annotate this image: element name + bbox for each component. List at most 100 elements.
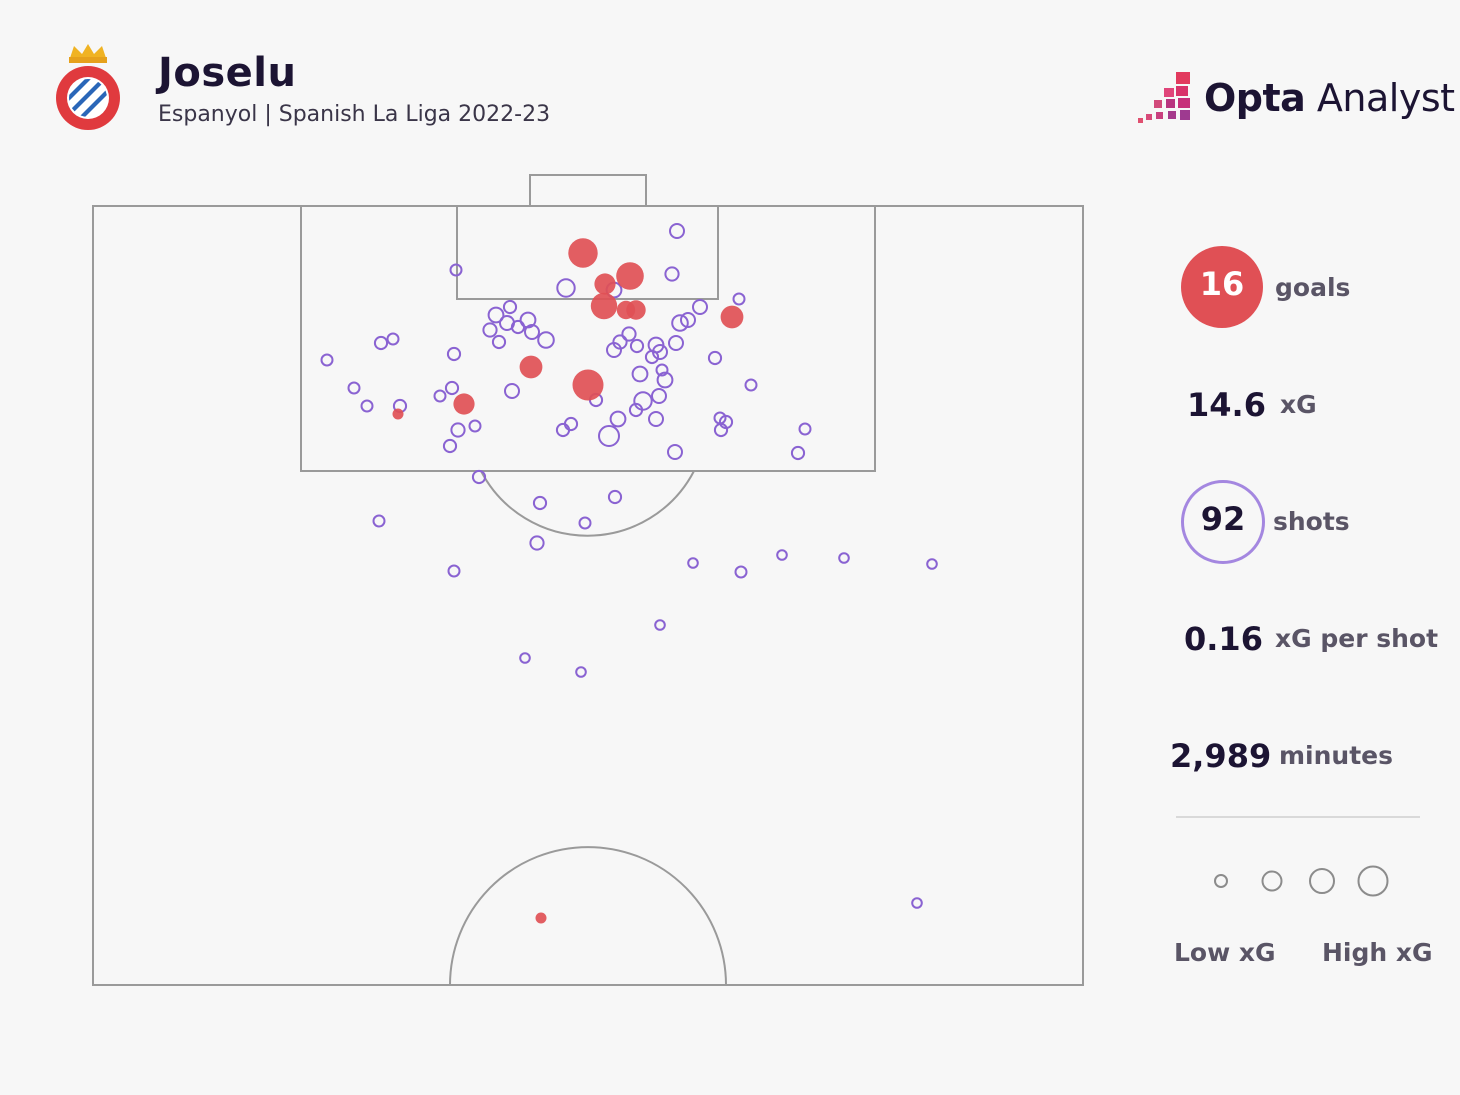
shot-point-65 [776, 549, 788, 561]
shot-point-36 [433, 389, 447, 403]
shot-point-30 [320, 353, 334, 367]
shot-point-29 [707, 350, 723, 366]
shot-map [92, 174, 1084, 986]
goal-point-6 [720, 305, 744, 329]
shot-point-66 [838, 552, 850, 564]
chart-subtitle: Espanyol | Spanish La Liga 2022-23 [158, 102, 551, 127]
shot-point-51 [555, 422, 571, 438]
shots-label: shots [1273, 507, 1350, 536]
shot-point-1 [449, 263, 463, 277]
minutes-value: 2,989 [1170, 737, 1272, 775]
goal-point-10 [392, 408, 404, 420]
goal-point-11 [535, 912, 547, 924]
shot-point-62 [372, 514, 386, 528]
shot-point-72 [519, 652, 531, 664]
shot-point-3 [556, 278, 576, 298]
shot-point-64 [529, 535, 545, 551]
shot-point-42 [360, 399, 374, 413]
center-circle [449, 846, 727, 986]
shot-point-6 [692, 299, 708, 315]
minutes-label: minutes [1279, 741, 1394, 770]
opta-analyst-logo: Opta Analyst [1136, 68, 1455, 132]
shot-point-26 [373, 335, 389, 351]
shot-point-16 [537, 331, 555, 349]
shot-point-52 [713, 422, 729, 438]
shot-point-49 [468, 419, 482, 433]
espanyol-crest-icon [56, 44, 120, 130]
legend-circle-xs [1214, 874, 1228, 888]
brand-bold: Opta [1204, 76, 1306, 120]
player-name: Joselu [158, 50, 297, 96]
legend-circle-s [1261, 870, 1283, 892]
shot-point-44 [628, 402, 644, 418]
legend-high-xg: High xG [1322, 938, 1433, 967]
divider [1176, 816, 1420, 818]
shot-point-61 [532, 495, 548, 511]
shot-point-17 [621, 326, 637, 342]
shot-point-69 [447, 564, 461, 578]
goal-point-2 [594, 273, 616, 295]
shot-point-46 [609, 410, 627, 428]
opta-bars-icon [1138, 72, 1190, 123]
shots-value: 92 [1200, 500, 1246, 538]
shot-point-68 [926, 558, 938, 570]
shot-point-60 [607, 489, 623, 505]
goals-value: 16 [1199, 265, 1245, 303]
shot-point-38 [744, 378, 758, 392]
shot-point-24 [644, 349, 660, 365]
goal-point-3 [590, 292, 618, 320]
goal-point-8 [572, 369, 604, 401]
shot-point-27 [386, 332, 400, 346]
shot-point-13 [510, 319, 526, 335]
shot-point-41 [633, 391, 653, 411]
brand-light: Analyst [1316, 76, 1455, 120]
goal-point-1 [616, 262, 644, 290]
xg-per-shot-label: xG per shot [1275, 624, 1439, 653]
shot-point-70 [734, 565, 748, 579]
shot-point-57 [667, 444, 683, 460]
shot-point-2 [664, 266, 680, 282]
xg-per-shot-value: 0.16 [1184, 620, 1263, 658]
goal [529, 174, 647, 207]
shots-badge [1181, 480, 1265, 564]
shot-point-54 [450, 422, 466, 438]
goal-point-0 [568, 238, 598, 268]
legend-circle-l [1357, 865, 1389, 897]
shots-layer [320, 223, 938, 909]
shot-point-33 [656, 371, 674, 389]
shot-point-28 [446, 346, 462, 362]
legend-circle-m [1309, 868, 1335, 894]
shot-point-7 [502, 299, 518, 315]
penalty-arc [480, 470, 695, 537]
shot-point-0 [669, 223, 685, 239]
shot-point-73 [575, 666, 587, 678]
shot-point-10 [671, 314, 689, 332]
goal-point-7 [519, 355, 543, 379]
shot-point-56 [442, 438, 458, 454]
shot-point-8 [487, 306, 505, 324]
goals-label: goals [1275, 273, 1351, 302]
shot-point-34 [347, 381, 361, 395]
legend-low-xg: Low xG [1174, 938, 1276, 967]
shot-point-25 [668, 335, 684, 351]
pitch-outline [92, 205, 1084, 986]
shot-point-32 [655, 363, 669, 377]
xg-size-legend [1214, 865, 1389, 897]
shot-point-59 [471, 469, 487, 485]
goals-badge [1181, 246, 1263, 328]
shot-point-35 [444, 380, 460, 396]
shot-point-55 [598, 425, 620, 447]
shot-point-39 [651, 388, 667, 404]
xg-label: xG [1280, 390, 1317, 419]
shot-point-31 [631, 365, 649, 383]
xg-value: 14.6 [1187, 386, 1266, 424]
shot-point-74 [911, 897, 923, 909]
shot-point-18 [491, 334, 507, 350]
shot-point-21 [606, 342, 622, 358]
shot-point-53 [798, 422, 812, 436]
shot-point-14 [482, 322, 498, 338]
shot-point-67 [687, 557, 699, 569]
shot-point-20 [629, 338, 645, 354]
shot-point-58 [790, 445, 806, 461]
shot-point-45 [648, 411, 664, 427]
